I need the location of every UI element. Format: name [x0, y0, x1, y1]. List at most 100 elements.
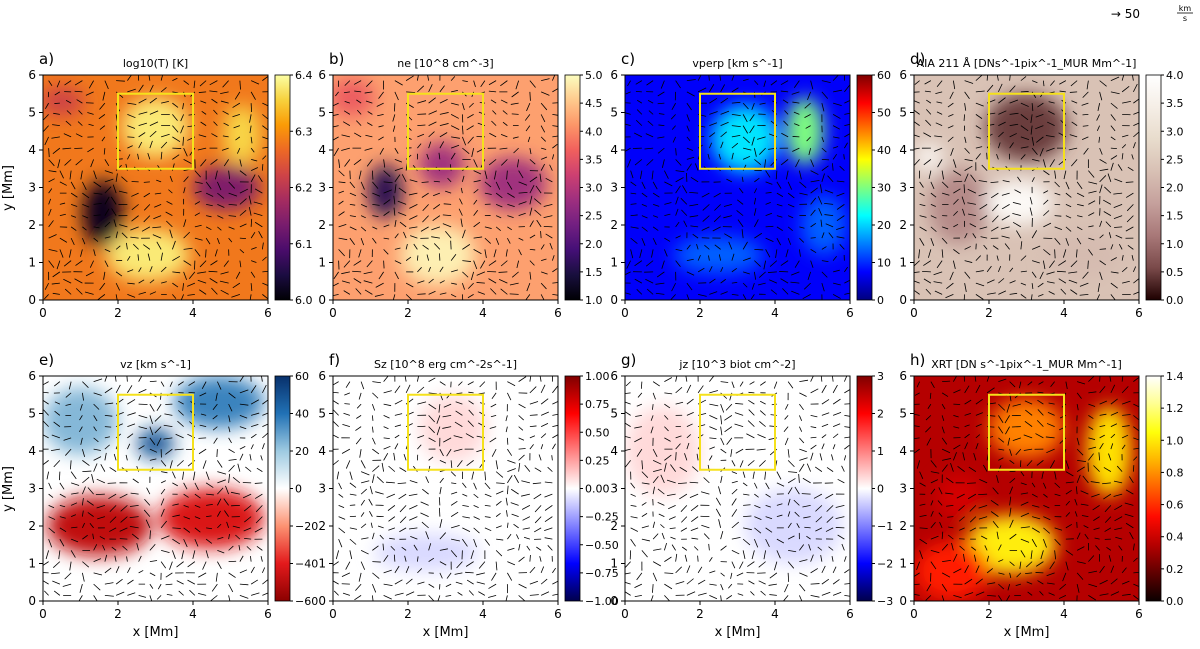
x-tick-label: 0 [910, 306, 918, 320]
velocity-arrow [709, 446, 715, 450]
velocity-arrow [720, 278, 727, 284]
velocity-arrow [456, 460, 463, 468]
velocity-arrow [261, 242, 264, 250]
velocity-arrow [211, 133, 218, 138]
velocity-arrow [333, 102, 339, 107]
velocity-arrow [416, 376, 420, 382]
velocity-arrow [394, 159, 403, 163]
colorbar-tick-label: 0.6 [1166, 499, 1184, 512]
velocity-arrow [636, 109, 643, 115]
velocity-arrow [1122, 593, 1131, 596]
velocity-arrow [1054, 226, 1063, 231]
velocity-arrow [149, 279, 155, 284]
heatmap-patch [174, 376, 265, 429]
velocity-arrow [540, 231, 542, 239]
velocity-arrow [1020, 550, 1026, 558]
velocity-arrow [130, 492, 139, 495]
velocity-arrow [127, 88, 136, 93]
velocity-arrow [154, 426, 162, 434]
velocity-arrow [1016, 572, 1022, 578]
velocity-arrow [209, 80, 218, 86]
velocity-arrow [484, 516, 491, 518]
velocity-arrow [529, 386, 537, 394]
velocity-arrow [919, 550, 924, 559]
velocity-arrow [115, 282, 121, 291]
velocity-arrow [641, 237, 646, 246]
velocity-arrow [374, 293, 384, 297]
velocity-arrow [787, 511, 791, 517]
velocity-arrow [986, 376, 990, 382]
velocity-arrow [1065, 500, 1071, 506]
velocity-arrow [708, 75, 710, 81]
velocity-arrow [664, 392, 673, 395]
velocity-arrow [996, 255, 999, 261]
velocity-arrow [439, 112, 449, 115]
velocity-arrow [428, 392, 438, 395]
velocity-arrow [957, 465, 965, 472]
velocity-arrow [1046, 271, 1055, 275]
velocity-arrow [919, 181, 924, 188]
velocity-arrow [691, 537, 699, 540]
velocity-arrow [690, 176, 699, 183]
velocity-arrow [239, 249, 245, 254]
velocity-arrow [821, 103, 825, 112]
velocity-arrow [488, 80, 497, 86]
velocity-arrow [499, 147, 508, 150]
velocity-arrow [1113, 215, 1123, 220]
velocity-arrow [394, 385, 401, 394]
velocity-arrow [810, 388, 819, 394]
velocity-arrow [833, 89, 843, 93]
velocity-arrow [1110, 384, 1116, 394]
velocity-arrow [700, 491, 710, 495]
velocity-arrow [785, 249, 789, 258]
velocity-arrow [525, 125, 531, 132]
velocity-arrow [1030, 125, 1033, 135]
velocity-arrow [754, 505, 761, 509]
velocity-arrow [371, 415, 374, 421]
velocity-arrow [945, 294, 954, 299]
velocity-arrow [646, 80, 654, 86]
velocity-arrow [68, 381, 72, 390]
velocity-arrow [205, 550, 209, 559]
velocity-arrow [1054, 538, 1061, 546]
velocity-arrow [1043, 222, 1052, 228]
velocity-arrow [119, 224, 128, 228]
velocity-arrow [933, 147, 943, 152]
velocity-arrow [975, 114, 983, 119]
colorbar-tick-label: 2.5 [585, 210, 603, 223]
velocity-arrow [914, 448, 920, 454]
velocity-arrow [671, 102, 676, 110]
velocity-arrow [1009, 112, 1019, 115]
velocity-arrow [518, 170, 524, 179]
velocity-arrow [484, 181, 492, 188]
velocity-arrow [969, 505, 977, 512]
velocity-arrow [1020, 282, 1027, 286]
velocity-arrow [473, 505, 479, 509]
velocity-arrow [832, 125, 840, 130]
velocity-arrow [552, 567, 557, 574]
velocity-arrow [473, 80, 476, 88]
velocity-arrow [87, 487, 94, 495]
velocity-arrow [728, 583, 733, 589]
velocity-arrow [1027, 381, 1033, 386]
velocity-arrow [399, 505, 407, 513]
velocity-arrow [1072, 110, 1078, 115]
heatmap-patch [914, 541, 989, 601]
velocity-arrow [948, 534, 954, 540]
velocity-arrow [718, 486, 722, 495]
velocity-arrow [1128, 476, 1134, 484]
velocity-arrow [383, 583, 393, 586]
velocity-arrow [730, 449, 733, 457]
colorbar-tick-label: 1.4 [1166, 370, 1184, 383]
velocity-arrow [149, 426, 154, 436]
velocity-arrow [941, 392, 949, 397]
velocity-arrow [93, 448, 101, 451]
velocity-arrow [393, 554, 396, 562]
velocity-arrow [228, 403, 233, 412]
velocity-arrow [210, 595, 218, 601]
velocity-arrow [787, 237, 792, 245]
velocity-arrow [837, 534, 845, 540]
velocity-arrow [675, 80, 681, 89]
velocity-arrow [518, 191, 528, 194]
velocity-arrow [1020, 102, 1029, 107]
